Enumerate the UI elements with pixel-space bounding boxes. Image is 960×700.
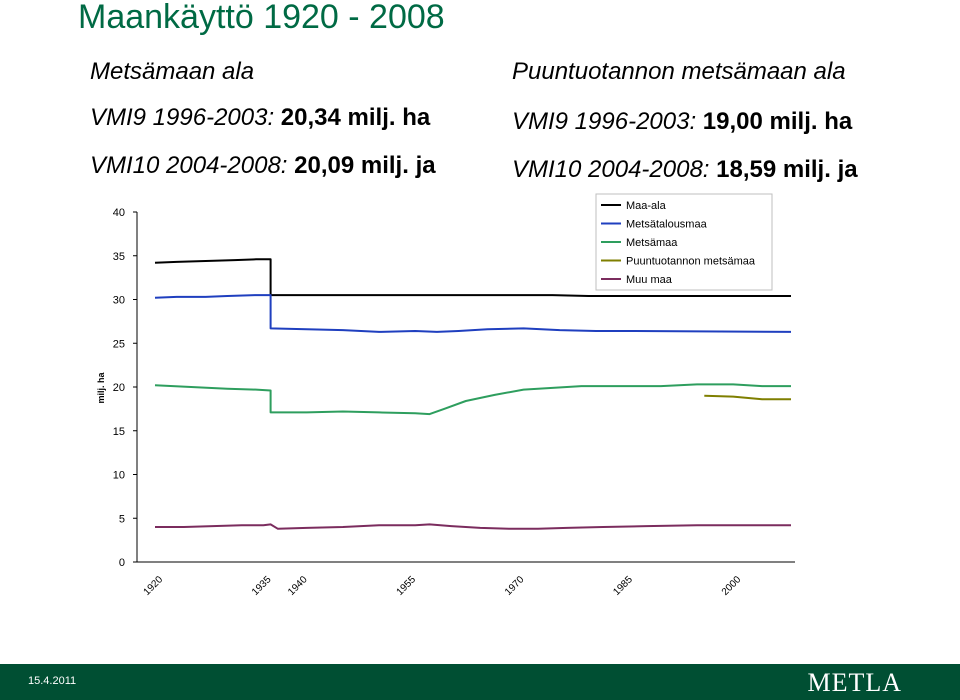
- series-line-4: [704, 394, 791, 401]
- legend-label-4: Puuntuotannon metsämaa: [626, 256, 756, 268]
- series-line-2: [154, 294, 792, 333]
- y-tick-label: 20: [113, 382, 125, 394]
- x-tick-label: 1955: [395, 574, 419, 598]
- legend-label-1: Maa-ala: [626, 200, 667, 212]
- x-tick-label: 1920: [142, 574, 166, 598]
- y-tick-label: 40: [113, 207, 125, 219]
- series-line-1: [154, 258, 791, 297]
- y-tick-label: 5: [119, 513, 125, 525]
- y-tick-label: 10: [113, 470, 125, 482]
- footer-bar: 15.4.2011 METLA: [0, 664, 960, 700]
- y-tick-label: 15: [113, 426, 125, 438]
- y-tick-label: 30: [113, 295, 125, 307]
- y-tick-label: 25: [113, 338, 125, 350]
- legend-label-3: Metsämaa: [626, 237, 678, 249]
- right-line-2: VMI10 2004-2008: 18,59 milj. ja: [512, 156, 858, 183]
- y-tick-label: 0: [119, 557, 125, 569]
- right-line-1: VMI9 1996-2003: 19,00 milj. ha: [512, 108, 853, 135]
- x-tick-label: 1970: [503, 574, 527, 598]
- x-tick-label: 2000: [720, 574, 744, 598]
- left-heading: Metsämaan ala: [90, 58, 255, 85]
- footer-date: 15.4.2011: [28, 675, 77, 687]
- y-axis-label: milj. ha: [96, 372, 106, 404]
- y-tick-label: 35: [113, 251, 125, 263]
- x-tick-label: 1985: [611, 574, 635, 598]
- legend-label-5: Muu maa: [626, 274, 673, 286]
- land-use-chart: 0 5 10 15 20 25 30 35 40 milj. ha 1920 1935 1940 1955…: [96, 193, 795, 598]
- page-title: Maankäyttö 1920 - 2008: [78, 0, 445, 36]
- x-tick-label: 1940: [286, 574, 310, 598]
- left-line-2: VMI10 2004-2008: 20,09 milj. ja: [90, 152, 436, 179]
- metla-logo: METLA: [807, 668, 902, 697]
- left-line-1: VMI9 1996-2003: 20,34 milj. ha: [90, 104, 431, 131]
- series-line-3: [154, 383, 791, 416]
- series-line-5: [155, 523, 791, 530]
- legend-box: [595, 193, 773, 291]
- legend-label-2: Metsätalousmaa: [626, 219, 708, 231]
- right-heading: Puuntuotannon metsämaan ala: [512, 58, 846, 85]
- x-tick-label: 1935: [250, 574, 274, 598]
